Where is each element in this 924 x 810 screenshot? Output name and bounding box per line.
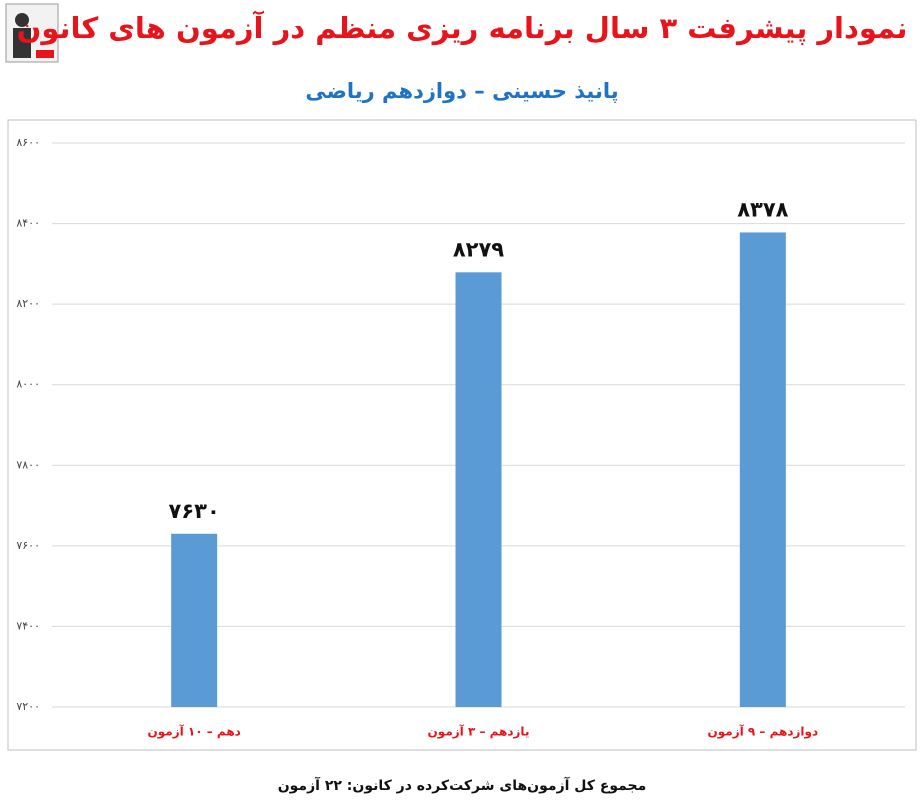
- chart-title: نمودار پیشرفت ۳ سال برنامه ریزی منظم در …: [17, 10, 908, 46]
- x-tick-label: دوازدهم – ۹ آزمون: [708, 724, 819, 740]
- y-tick-label: ۷۶۰۰: [16, 539, 40, 552]
- logo-head: [15, 13, 29, 27]
- logo-body: [13, 28, 31, 58]
- bar: [171, 533, 218, 707]
- y-tick-label: ۸۶۰۰: [16, 136, 40, 149]
- logo-badge: [36, 50, 54, 58]
- y-tick-label: ۷۴۰۰: [16, 619, 40, 632]
- y-tick-label: ۸۴۰۰: [16, 217, 40, 230]
- plot-frame: [7, 119, 917, 751]
- x-tick-label: دهم – ۱۰ آزمون: [148, 724, 241, 740]
- y-tick-label: ۸۰۰۰: [16, 378, 40, 391]
- chart-subtitle: پانیذ حسینی – دوازدهم ریاضی: [305, 79, 618, 103]
- bar: [739, 232, 786, 708]
- y-tick-label: ۷۲۰۰: [16, 700, 40, 713]
- logo: [5, 3, 59, 63]
- data-label: ۸۲۷۹: [453, 237, 504, 261]
- footer-note: مجموع کل آزمون‌های شرکت‌کرده در کانون: ۲…: [278, 776, 647, 794]
- x-tick-label: یازدهم – ۳ آزمون: [428, 724, 530, 740]
- data-label: ۸۳۷۸: [737, 197, 788, 221]
- y-tick-label: ۸۲۰۰: [16, 297, 40, 310]
- data-label: ۷۶۳۰: [169, 499, 220, 523]
- y-tick-label: ۷۸۰۰: [16, 458, 40, 471]
- bar: [455, 272, 502, 707]
